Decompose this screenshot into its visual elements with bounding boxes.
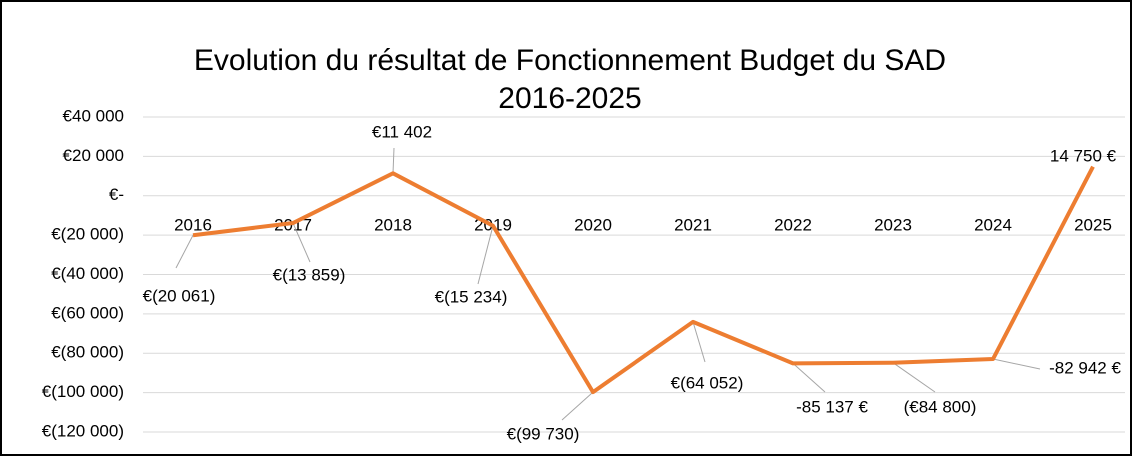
- leader-line: [792, 362, 826, 393]
- y-tick-label: €(80 000): [51, 343, 124, 362]
- data-label: €(20 061): [143, 286, 216, 305]
- y-tick-label: €40 000: [63, 106, 124, 125]
- data-label: €(64 052): [671, 373, 744, 392]
- leader-line: [292, 222, 311, 263]
- leader-line: [392, 147, 395, 174]
- x-tick-label: 2024: [974, 215, 1012, 234]
- y-tick-label: €-: [109, 185, 124, 204]
- leader-line: [175, 235, 194, 269]
- leader-line: [892, 362, 936, 393]
- y-tick-label: €(40 000): [51, 264, 124, 283]
- data-label: €(15 234): [435, 287, 508, 306]
- chart-title: Evolution du résultat de Fonctionnement …: [194, 44, 946, 77]
- data-label: €11 402: [372, 122, 432, 141]
- y-tick-label: €(60 000): [51, 303, 124, 322]
- y-tick-label: €20 000: [63, 146, 124, 165]
- leader-line: [992, 358, 1041, 370]
- data-label: €(99 730): [507, 424, 580, 443]
- leader-line: [561, 391, 594, 421]
- x-tick-label: 2025: [1074, 215, 1112, 234]
- x-tick-label: 2022: [774, 215, 812, 234]
- line: [192, 165, 1095, 395]
- data-label: (€84 800): [904, 397, 977, 416]
- leader-line: [477, 225, 494, 285]
- data-label: -82 942 €: [1049, 358, 1121, 377]
- y-tick-label: €(20 000): [51, 225, 124, 244]
- x-tick-label: 2018: [374, 215, 412, 234]
- data-label: 14 750 €: [1050, 146, 1117, 165]
- leader-line: [692, 321, 706, 363]
- x-tick-label: 2020: [574, 215, 612, 234]
- x-tick-label: 2023: [874, 215, 912, 234]
- x-tick-label: 2021: [674, 215, 712, 234]
- chart-subtitle: 2016-2025: [498, 82, 641, 115]
- y-tick-label: €(100 000): [42, 382, 124, 401]
- x-tick-label: 2016: [174, 215, 212, 234]
- data-label: -85 137 €: [796, 397, 868, 416]
- data-label: €(13 859): [273, 265, 346, 284]
- y-tick-label: €(120 000): [42, 421, 124, 440]
